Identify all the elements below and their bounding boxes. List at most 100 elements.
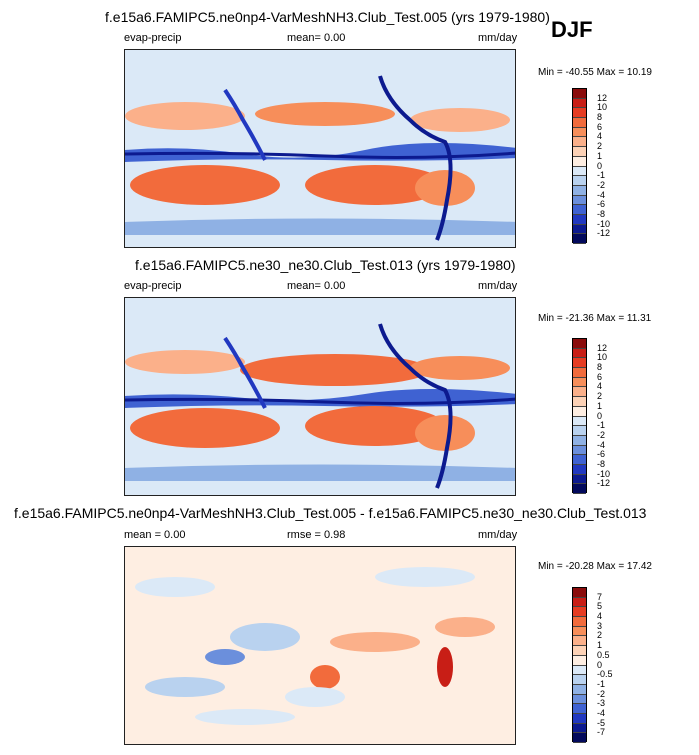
- panel3-anomaly-c: [230, 623, 300, 651]
- colorbar-swatch: [573, 675, 586, 685]
- panel2-asia-coast-band: [223, 336, 267, 409]
- panel2-minmax-label: Min = -21.36 Max = 11.31: [538, 313, 652, 324]
- panel1-americas-coast-band: [378, 75, 453, 241]
- panel2-colorbar: [572, 338, 587, 494]
- colorbar-tick-label: 4: [597, 131, 603, 142]
- colorbar-tick-label: 10: [597, 352, 608, 363]
- colorbar-swatch: [573, 166, 586, 177]
- colorbar-swatch: [573, 234, 586, 244]
- colorbar-swatch: [573, 358, 586, 369]
- colorbar-swatch: [573, 89, 586, 99]
- colorbar-swatch: [573, 205, 586, 215]
- panel1-nh-atlantic-high: [410, 108, 510, 132]
- colorbar-swatch: [573, 416, 586, 427]
- panel3-map: [124, 546, 516, 745]
- panel2-map: [124, 297, 516, 496]
- panel2-itcz-core: [125, 397, 515, 405]
- panel1-minmax-label: Min = -40.55 Max = 10.19: [538, 67, 652, 78]
- colorbar-tick-label: -10: [597, 468, 611, 479]
- colorbar-tick-label: -2: [597, 179, 606, 190]
- colorbar-swatch: [573, 588, 586, 598]
- colorbar-swatch: [573, 597, 586, 608]
- colorbar-tick-label: 4: [597, 611, 603, 622]
- colorbar-tick-label: 2: [597, 141, 603, 152]
- panel2-sh-indian-high: [130, 408, 280, 448]
- colorbar-swatch: [573, 185, 586, 196]
- colorbar-tick-label: -3: [597, 698, 606, 709]
- colorbar-tick-label: 2: [597, 630, 603, 641]
- colorbar-swatch: [573, 455, 586, 465]
- colorbar-tick-label: 0: [597, 410, 603, 421]
- colorbar-tick-label: -4: [597, 439, 606, 450]
- colorbar-tick-label: -10: [597, 218, 611, 229]
- colorbar-swatch: [573, 694, 586, 705]
- colorbar-swatch: [573, 137, 586, 148]
- colorbar-swatch: [573, 636, 586, 647]
- panel1-nh-high-west: [125, 102, 245, 130]
- colorbar-tick-label: 8: [597, 112, 603, 123]
- colorbar-tick-label: 0: [597, 659, 603, 670]
- colorbar-tick-label: -12: [597, 478, 611, 489]
- panel1-colorbar: [572, 88, 587, 244]
- colorbar-swatch: [573, 224, 586, 235]
- colorbar-swatch: [573, 713, 586, 724]
- colorbar-tick-label: 1: [597, 400, 603, 411]
- colorbar-tick-label: -1: [597, 678, 606, 689]
- panel1-variable-label: evap-precip: [124, 32, 182, 44]
- panel3-rmse-label: rmse = 0.98: [287, 529, 346, 541]
- panel2-variable-label: evap-precip: [124, 280, 182, 292]
- colorbar-swatch: [573, 156, 586, 167]
- colorbar-swatch: [573, 348, 586, 359]
- colorbar-swatch: [573, 684, 586, 695]
- colorbar-swatch: [573, 484, 586, 494]
- colorbar-swatch: [573, 406, 586, 417]
- panel2-sh-pacific-high: [305, 406, 445, 446]
- colorbar-swatch: [573, 387, 586, 398]
- panel3-mean-label: mean = 0.00: [124, 529, 186, 541]
- colorbar-swatch: [573, 147, 586, 157]
- panel1-map: [124, 49, 516, 248]
- colorbar-swatch: [573, 435, 586, 446]
- panel3-anomaly-j: [145, 677, 225, 697]
- panel2-nh-atlantic-high: [410, 356, 510, 380]
- colorbar-tick-label: 7: [597, 591, 603, 602]
- colorbar-tick-label: 12: [597, 92, 608, 103]
- panel1-sh-indian-high: [130, 165, 280, 205]
- colorbar-tick-label: -8: [597, 208, 606, 219]
- colorbar-tick-label: 3: [597, 620, 603, 631]
- panel2-nh-high-west: [125, 350, 245, 374]
- colorbar-swatch: [573, 646, 586, 656]
- colorbar-tick-label: 8: [597, 362, 603, 373]
- colorbar-tick-label: -12: [597, 228, 611, 239]
- panel3-anomaly-a: [135, 577, 215, 597]
- colorbar-swatch: [573, 195, 586, 206]
- colorbar-swatch: [573, 214, 586, 225]
- colorbar-tick-label: -1: [597, 420, 606, 431]
- colorbar-swatch: [573, 607, 586, 618]
- colorbar-swatch: [573, 108, 586, 119]
- colorbar-tick-label: -1: [597, 170, 606, 181]
- colorbar-swatch: [573, 98, 586, 109]
- colorbar-tick-label: -4: [597, 189, 606, 200]
- panel2-units-label: mm/day: [478, 280, 518, 292]
- colorbar-tick-label: 4: [597, 381, 603, 392]
- colorbar-tick-label: 5: [597, 601, 603, 612]
- panel1-nh-subtropical-pacific: [255, 102, 395, 126]
- panel2-sh-atlantic-high: [415, 415, 475, 451]
- panel1-southern-storm-track: [125, 218, 515, 235]
- colorbar-swatch: [573, 118, 586, 128]
- colorbar-swatch: [573, 397, 586, 407]
- panel2-mean-label: mean= 0.00: [287, 280, 346, 292]
- colorbar-swatch: [573, 474, 586, 485]
- panel3-anomaly-h: [437, 647, 453, 687]
- colorbar-tick-label: 0: [597, 160, 603, 171]
- panel2-nh-subtropical-pacific: [240, 354, 430, 386]
- colorbar-swatch: [573, 426, 586, 436]
- panel3-anomaly-g: [285, 687, 345, 707]
- colorbar-swatch: [573, 127, 586, 138]
- colorbar-swatch: [573, 339, 586, 349]
- panel2-title: f.e15a6.FAMIPC5.ne30_ne30.Club_Test.013 …: [135, 257, 516, 273]
- colorbar-tick-label: -7: [597, 727, 606, 738]
- colorbar-swatch: [573, 176, 586, 186]
- panel3-anomaly-e: [330, 632, 420, 652]
